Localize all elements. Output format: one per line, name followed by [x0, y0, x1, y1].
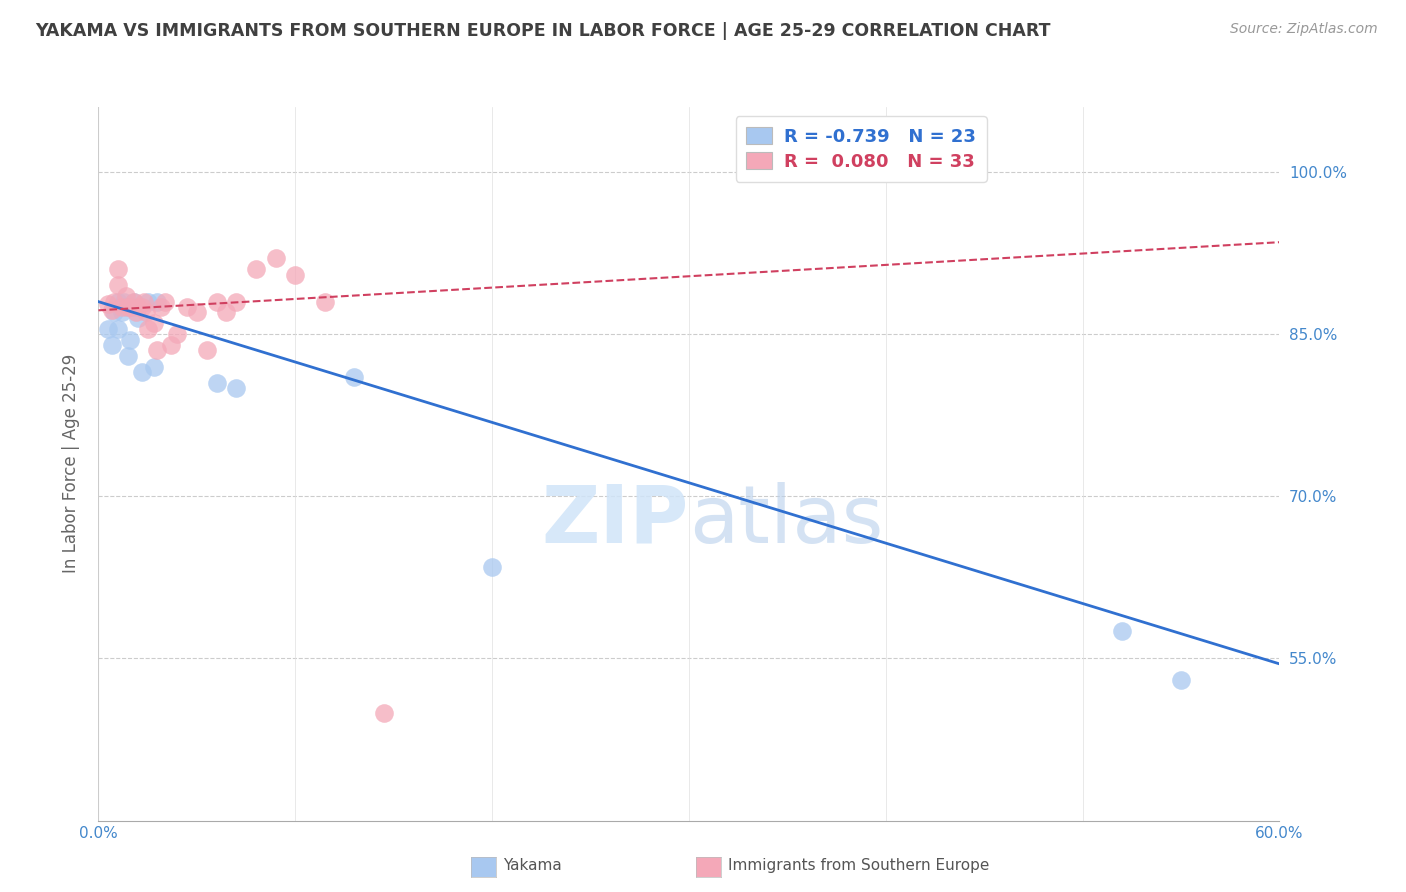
Point	[176, 300, 198, 314]
Point	[343, 370, 366, 384]
Point	[160, 338, 183, 352]
Point	[97, 297, 120, 311]
Point	[122, 294, 145, 309]
Text: atlas: atlas	[689, 482, 883, 560]
Point	[125, 305, 148, 319]
Point	[135, 305, 157, 319]
Point	[115, 300, 138, 314]
Point	[481, 559, 503, 574]
Point	[107, 294, 129, 309]
Point	[1170, 673, 1192, 687]
Point	[205, 376, 228, 390]
Point	[115, 289, 138, 303]
Point	[264, 252, 287, 266]
Point	[142, 359, 165, 374]
Point	[112, 294, 135, 309]
Point	[111, 305, 134, 319]
Point	[117, 300, 139, 314]
Point	[111, 300, 134, 314]
Point	[107, 278, 129, 293]
Point	[127, 310, 149, 325]
Point	[155, 294, 177, 309]
Point	[205, 294, 228, 309]
Legend: R = -0.739   N = 23, R =  0.080   N = 33: R = -0.739 N = 23, R = 0.080 N = 33	[735, 116, 987, 182]
Point	[146, 294, 169, 309]
Point	[225, 294, 247, 309]
Point	[97, 321, 120, 335]
Point	[166, 327, 188, 342]
Point	[131, 300, 153, 314]
Point	[150, 300, 173, 314]
Point	[373, 706, 395, 720]
Point	[146, 343, 169, 358]
Point	[103, 294, 125, 309]
Point	[195, 343, 218, 358]
Point	[1111, 624, 1133, 639]
Point	[136, 294, 159, 309]
Point	[132, 294, 155, 309]
Point	[215, 305, 238, 319]
Point	[101, 338, 124, 352]
Point	[136, 321, 159, 335]
Text: Yakama: Yakama	[503, 858, 562, 872]
Y-axis label: In Labor Force | Age 25-29: In Labor Force | Age 25-29	[62, 354, 80, 574]
Point	[118, 333, 141, 347]
Point	[103, 305, 125, 319]
Text: Source: ZipAtlas.com: Source: ZipAtlas.com	[1230, 22, 1378, 37]
Point	[117, 349, 139, 363]
Point	[314, 294, 336, 309]
Point	[107, 321, 129, 335]
Point	[142, 316, 165, 330]
Point	[121, 300, 143, 314]
Point	[131, 365, 153, 379]
Text: YAKAMA VS IMMIGRANTS FROM SOUTHERN EUROPE IN LABOR FORCE | AGE 25-29 CORRELATION: YAKAMA VS IMMIGRANTS FROM SOUTHERN EUROP…	[35, 22, 1050, 40]
Point	[107, 262, 129, 277]
Point	[101, 303, 124, 318]
Point	[225, 381, 247, 395]
Text: Immigrants from Southern Europe: Immigrants from Southern Europe	[728, 858, 990, 872]
Text: ZIP: ZIP	[541, 482, 689, 560]
Point	[245, 262, 267, 277]
Point	[186, 305, 208, 319]
Point	[122, 294, 145, 309]
Point	[127, 300, 149, 314]
Point	[118, 300, 141, 314]
Point	[284, 268, 307, 282]
